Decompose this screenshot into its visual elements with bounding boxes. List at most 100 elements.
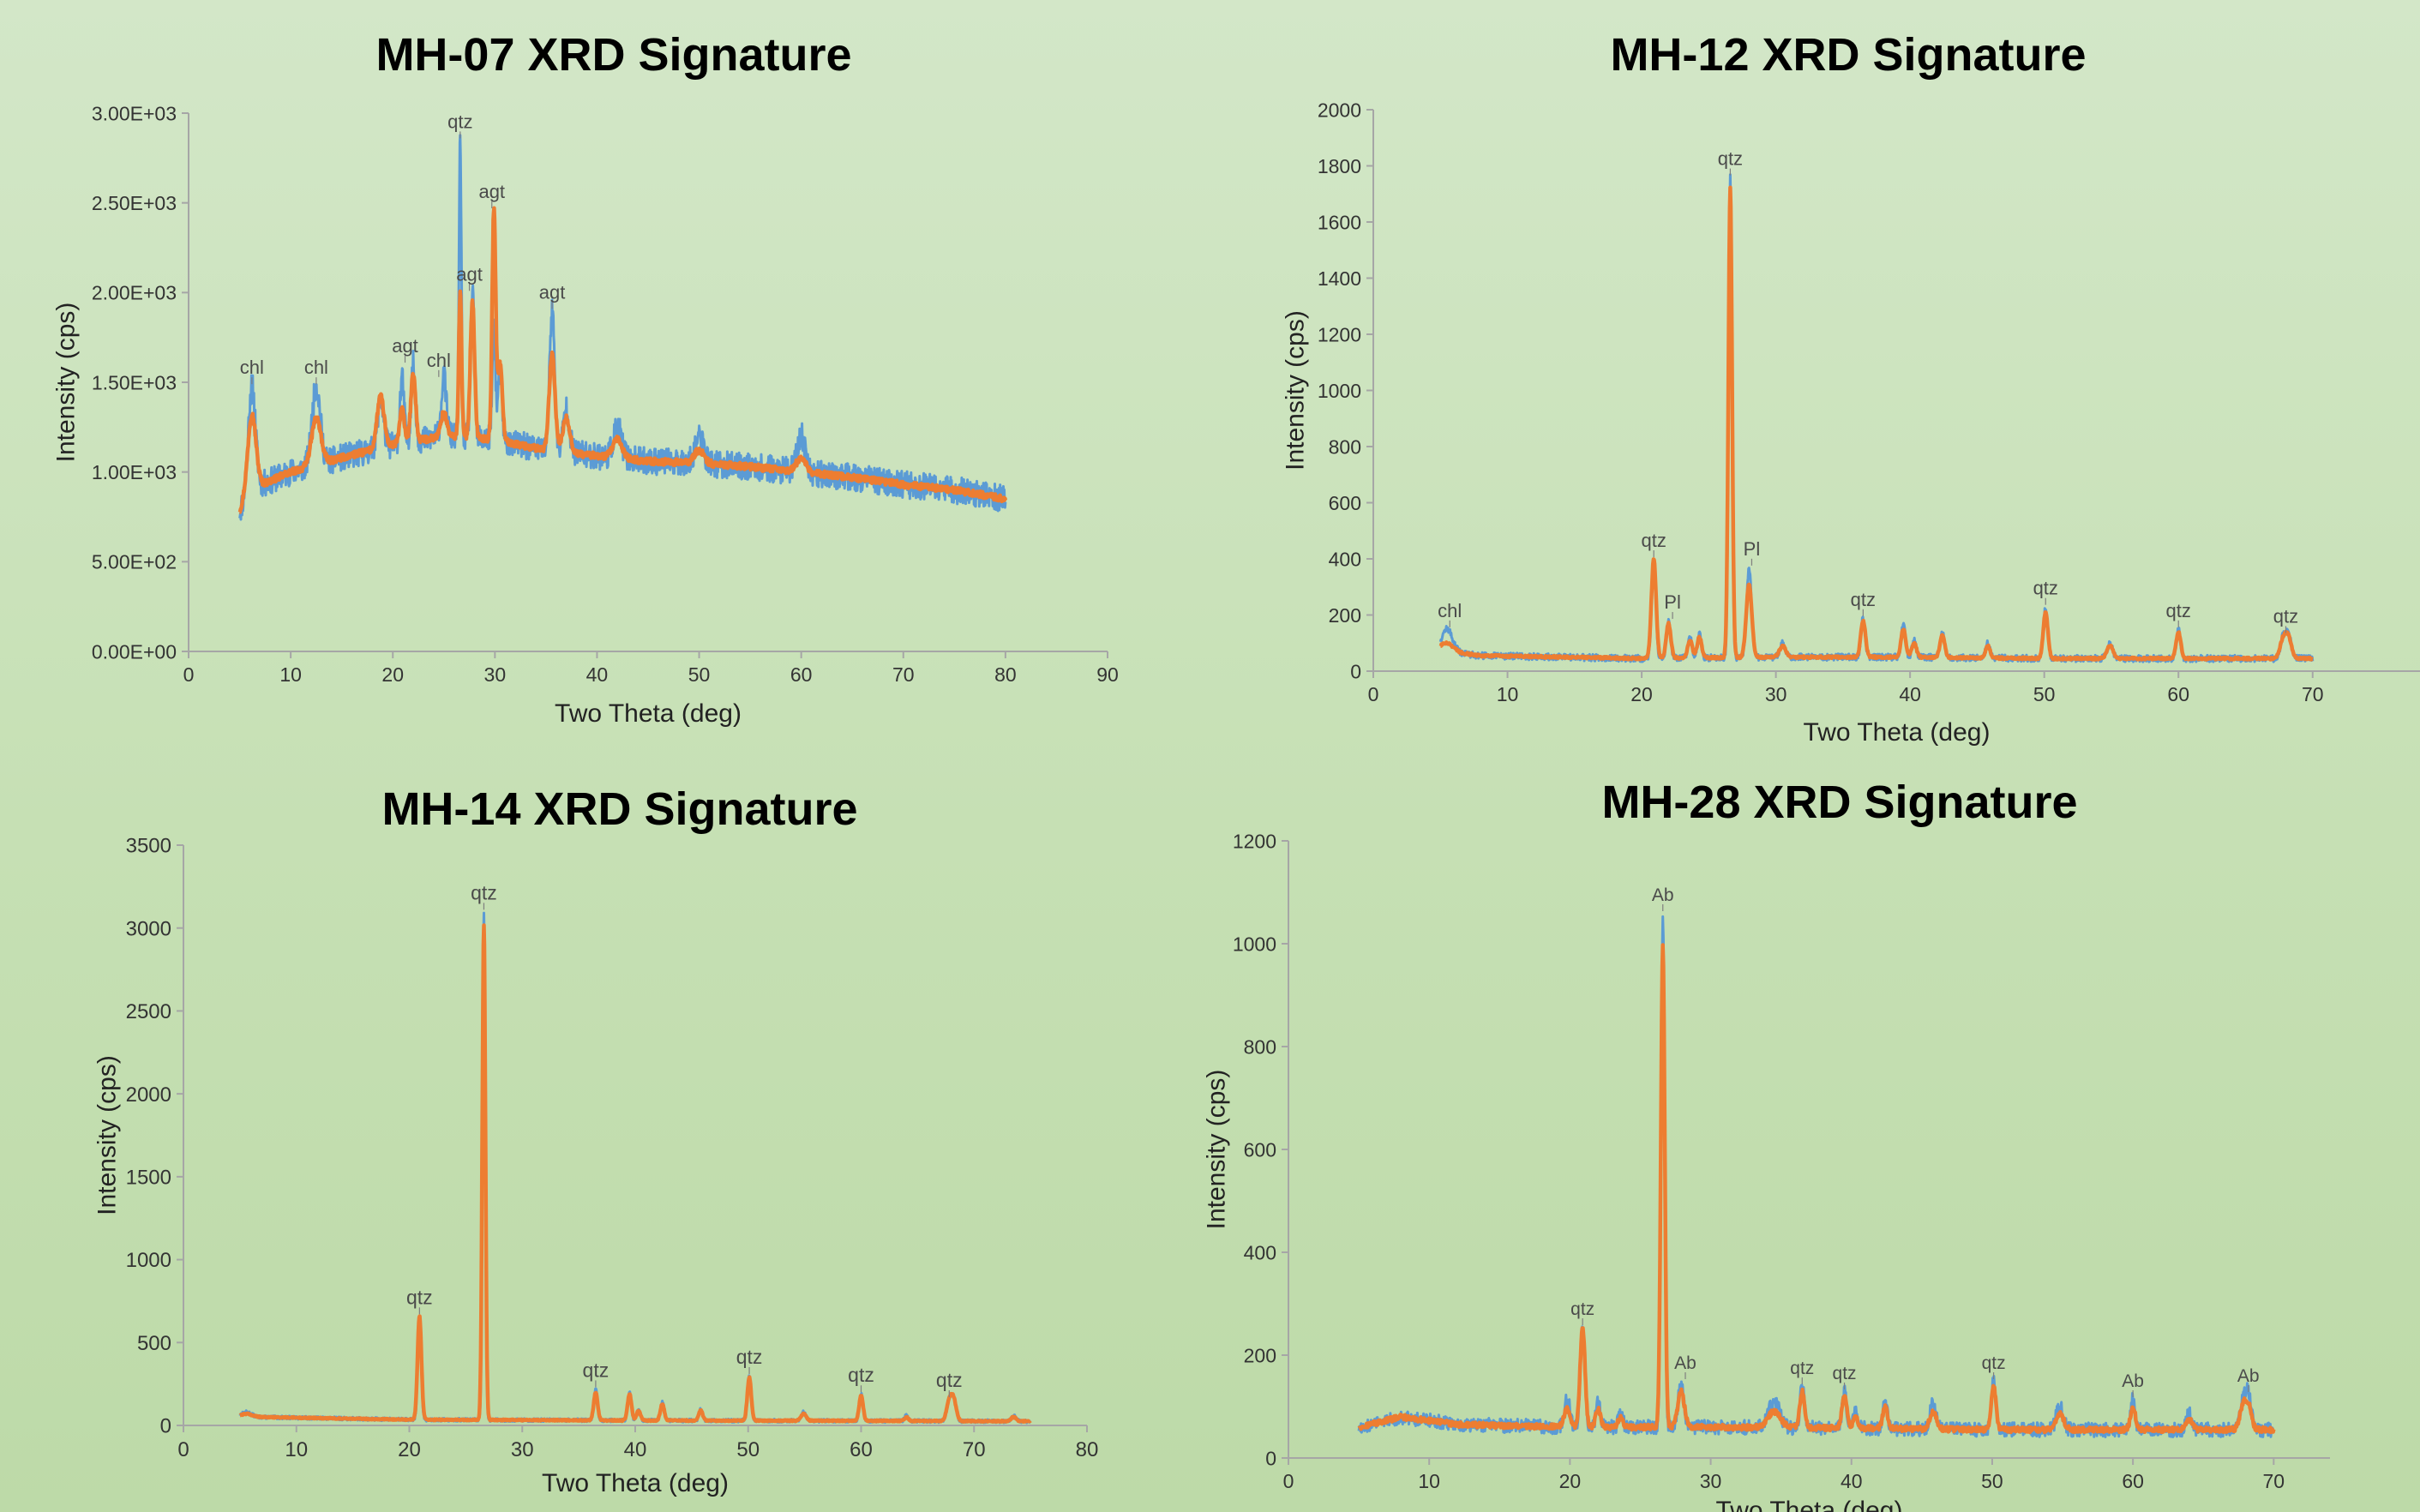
chart-panel-mh14: MH-14 XRD Signature 0 500 1000 1500 2000 2500 3… [0, 754, 1200, 1512]
x-tick-label: 60 [790, 663, 813, 686]
x-tick-label: 50 [1981, 1470, 2003, 1492]
peak-label: qtz [2033, 578, 2058, 599]
x-tick-label: 70 [2302, 683, 2324, 705]
x-tick-label: 40 [586, 663, 609, 686]
peak-label: qtz [848, 1364, 874, 1386]
peak-label: Ab [2122, 1371, 2144, 1391]
x-tick-label: 20 [398, 1438, 421, 1461]
x-tick-label: 0 [1283, 1470, 1294, 1492]
y-tick-label: 3500 [126, 835, 171, 858]
y-tick-label: 0 [1350, 660, 1361, 682]
x-tick-label: 90 [1096, 663, 1119, 686]
smoothed-intensity-series [238, 923, 1032, 1425]
x-tick-label: 50 [688, 663, 711, 686]
y-tick-label: 5.00E+02 [92, 551, 177, 573]
peak-label: agt [539, 281, 566, 303]
x-tick-label: 20 [381, 663, 404, 686]
x-tick-label: 0 [183, 663, 195, 686]
x-tick-label: 40 [1899, 683, 1921, 705]
x-tick-label: 30 [1765, 683, 1787, 705]
y-tick-label: 1.50E+03 [92, 371, 177, 393]
y-tick-label: 2000 [1318, 99, 1361, 121]
x-tick-label: 10 [1497, 683, 1519, 705]
x-axis-title: Two Theta (deg) [1804, 718, 1991, 747]
y-axis-title: Intensity (cps) [1282, 310, 1310, 471]
peak-label: Ab [1652, 885, 1674, 905]
y-tick-label: 800 [1329, 435, 1361, 458]
y-axis-title: Intensity (cps) [93, 1055, 122, 1215]
y-tick-label: 1000 [1233, 933, 1276, 955]
y-tick-label: 1000 [126, 1249, 171, 1272]
peak-label: qtz [1570, 1299, 1594, 1319]
x-tick-label: 70 [963, 1438, 986, 1461]
peak-label: Pl [1744, 538, 1761, 560]
smoothed-intensity-series [1438, 185, 2315, 662]
peak-label: qtz [2166, 600, 2191, 621]
y-tick-label: 3000 [126, 917, 171, 940]
peak-label: chl [1438, 600, 1462, 621]
smoothed-intensity-series [237, 206, 1008, 514]
x-tick-label: 0 [177, 1438, 189, 1461]
xrd-chart: MH-28 XRD Signature020040060080010001200… [1203, 777, 2330, 1512]
xrd-chart: MH-14 XRD Signature050010001500200025003… [93, 783, 1099, 1497]
peak-label: chl [427, 350, 451, 371]
xrd-chart: MH-07 XRD Signature 0.00E+00 5.00E+02 1.00E… [52, 29, 1119, 728]
y-tick-label: 200 [1244, 1344, 1276, 1366]
x-tick-label: 10 [285, 1438, 308, 1461]
chart-title: MH-28 XRD Signature [1601, 777, 2077, 828]
peak-label: qtz [447, 111, 472, 132]
y-tick-label: 1200 [1233, 830, 1276, 852]
y-tick-label: 2000 [126, 1083, 171, 1107]
y-tick-label: 3.00E+03 [92, 102, 177, 124]
raw-intensity-series [1438, 173, 2315, 663]
xrd-chart: MH-12 XRD Signature020040060080010001200… [1282, 29, 2420, 747]
x-tick-label: 10 [1418, 1470, 1440, 1492]
x-tick-label: 20 [1559, 1470, 1582, 1492]
chart-panel-mh28: MH-28 XRD Signature 0 200 400 600 800 1000 1200… [1200, 754, 2420, 1512]
x-tick-label: 40 [1841, 1470, 1863, 1492]
y-tick-label: 1400 [1318, 267, 1361, 290]
x-tick-label: 30 [1700, 1470, 1722, 1492]
y-tick-label: 1200 [1318, 323, 1361, 345]
x-tick-label: 60 [2122, 1470, 2144, 1492]
x-tick-label: 10 [279, 663, 302, 686]
peak-label: qtz [406, 1286, 433, 1308]
y-tick-label: 0 [160, 1415, 171, 1438]
chart-title: MH-07 XRD Signature [375, 29, 851, 81]
x-tick-label: 80 [994, 663, 1017, 686]
smoothed-intensity-series [1357, 943, 2276, 1435]
peak-label: Ab [1674, 1353, 1696, 1373]
peak-label: qtz [1982, 1353, 2006, 1373]
y-tick-label: 1.00E+03 [92, 461, 177, 483]
peak-label: agt [456, 263, 483, 285]
peak-label: chl [304, 357, 328, 378]
y-tick-label: 2500 [126, 1000, 171, 1023]
peak-label: qtz [1718, 148, 1743, 170]
y-tick-label: 1600 [1318, 211, 1361, 233]
y-tick-label: 1500 [126, 1166, 171, 1189]
y-axis-title: Intensity (cps) [52, 303, 81, 463]
raw-intensity-series [1357, 915, 2275, 1438]
y-tick-label: 600 [1329, 492, 1361, 514]
y-axis-title: Intensity (cps) [1203, 1070, 1231, 1230]
chart-title: MH-14 XRD Signature [381, 783, 857, 835]
peak-label: agt [392, 335, 418, 357]
y-tick-label: 600 [1244, 1138, 1276, 1161]
peak-label: Ab [2237, 1366, 2260, 1386]
y-tick-label: 2.00E+03 [92, 282, 177, 304]
x-tick-label: 70 [2263, 1470, 2285, 1492]
peak-label: qtz [471, 881, 497, 903]
x-tick-label: 80 [1076, 1438, 1099, 1461]
x-tick-label: 50 [2033, 683, 2056, 705]
x-tick-label: 50 [736, 1438, 760, 1461]
y-tick-label: 200 [1329, 604, 1361, 627]
x-axis-title: Two Theta (deg) [555, 699, 742, 728]
chart-title: MH-12 XRD Signature [1610, 29, 2086, 81]
x-axis-title: Two Theta (deg) [542, 1469, 729, 1497]
x-tick-label: 60 [2167, 683, 2189, 705]
y-tick-label: 400 [1329, 548, 1361, 570]
peak-label: qtz [936, 1369, 963, 1391]
x-tick-label: 20 [1630, 683, 1653, 705]
x-tick-label: 30 [484, 663, 507, 686]
x-tick-label: 0 [1368, 683, 1379, 705]
